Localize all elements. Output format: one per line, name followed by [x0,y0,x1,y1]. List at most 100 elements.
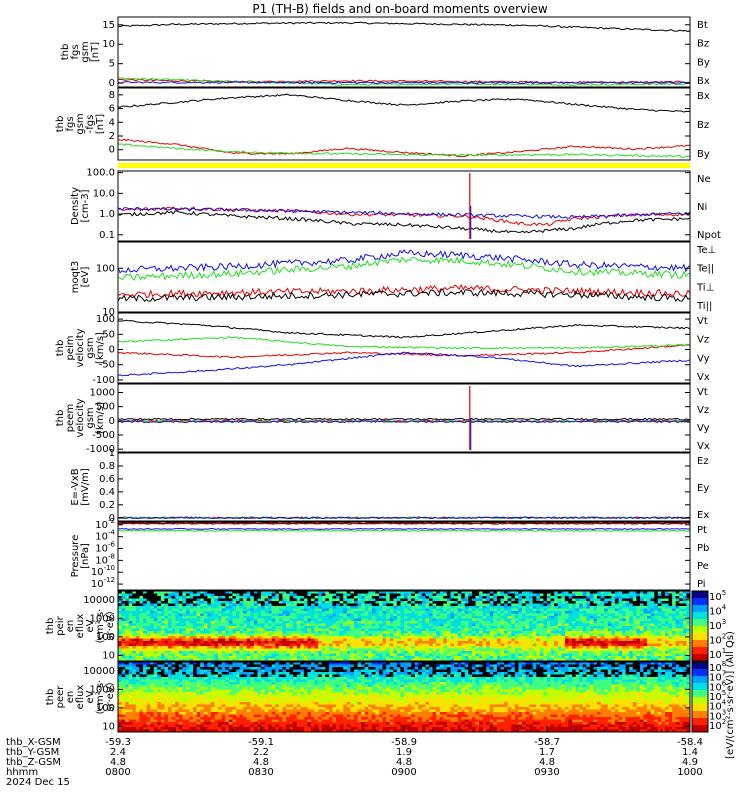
spectrogram-cell [336,611,341,614]
spectrogram-cell [221,621,226,624]
spectrogram-cell [664,628,669,632]
spectrogram-cell [482,603,487,607]
y-tick-label: 0.6 [99,474,115,485]
spectrogram-cell [575,626,580,629]
spectrogram-cell [575,646,580,649]
spectrogram-cell [639,631,644,634]
spectrogram-cell [239,653,244,657]
spectrogram-cell [614,601,619,604]
spectrogram-cell [271,623,276,627]
spectrogram-cell [393,656,398,659]
spectrogram-cell [128,658,133,662]
spectrogram-cell [647,606,652,609]
spectrogram-cell [604,628,609,632]
spectrogram-cell [218,596,223,599]
spectrogram-cell [182,658,187,662]
spectrogram-cell [668,608,673,612]
spectrogram-cell [364,643,369,647]
spectrogram-cell [346,603,351,607]
spectrogram-cell [336,658,341,662]
spectrogram-cell [132,653,137,657]
spectrogram-cell [525,596,530,599]
spectrogram-cell [160,603,165,607]
spectrogram-cell [486,638,491,642]
spectrogram-cell [436,651,441,654]
spectrogram-cell [582,616,587,619]
spectrogram-cell [150,658,155,662]
spectrogram-cell [150,643,155,647]
spectrogram-cell [164,608,169,612]
spectrogram-cell [586,628,591,632]
spectrogram-cell [529,603,534,607]
spectrogram-cell [282,658,287,662]
spectrogram-cell [132,679,137,683]
panel-frame [117,590,691,662]
spectrogram-cell [464,596,469,599]
spectrogram-cell [339,611,344,614]
spectrogram-cell [622,626,627,629]
spectrogram-cell [121,618,126,622]
spectrogram-cell [364,651,369,654]
spectrogram-cell [328,616,333,619]
spectrogram-cell [282,623,287,627]
spectrogram-cell [439,596,444,599]
spectrogram-cell [128,709,133,713]
spectrogram-cell [679,596,684,599]
spectrogram-cell [575,648,580,652]
spectrogram-cell [189,628,194,632]
spectrogram-cell [393,596,398,599]
spectrogram-cells [118,662,691,733]
spectrogram-cell [253,596,258,599]
spectrogram-cell [579,591,584,594]
spectrogram-cell [672,593,677,597]
series-line-Vy [117,336,691,350]
spectrogram-cell [207,621,212,624]
spectrogram-cell [386,631,391,634]
spectrogram-cell [185,646,190,649]
spectrogram-cell [125,611,130,614]
spectrogram-cell [171,653,176,657]
spectrogram-cell [271,653,276,657]
spectrogram-cell [521,656,526,659]
spectrogram-cell [579,631,584,634]
spectrogram-cell [118,714,122,718]
spectrogram-cell [543,598,548,602]
spectrogram-cell [214,648,219,652]
spectrogram-cell [150,598,155,602]
y-axis-label-line: peir [55,615,66,635]
spectrogram-cell [493,598,498,602]
spectrogram-cell [264,653,269,657]
spectrogram-cell [132,591,137,594]
spectrogram-cell [357,633,362,637]
spectrogram-cell [514,621,519,624]
spectrogram-cell [450,656,455,659]
spectrogram-cell [336,618,341,622]
spectrogram-cell [604,653,609,657]
spectrogram-cell [464,603,469,607]
spectrogram-cell [196,638,201,642]
spectrogram-cell [446,591,451,594]
spectrogram-cell [135,669,140,673]
spectrogram-cell [407,636,412,639]
spectrogram-cell [171,631,176,634]
spectrogram-cell [232,658,237,662]
spectrogram-cell [461,626,466,629]
spectrogram-cell [414,648,419,652]
spectrogram-cell [550,593,555,597]
spectrogram-cell [672,636,677,639]
spectrogram-cell [682,633,687,637]
spectrogram-cell [218,593,223,597]
spectrogram-cell [278,616,283,619]
spectrogram-cell [471,608,476,612]
spectrogram-cell [243,621,248,624]
spectrogram-cell [168,656,173,659]
spectrogram-cell [278,653,283,657]
spectrogram-cell [278,621,283,624]
spectrogram-cell [353,653,358,657]
legend-entry: Bz [697,120,709,131]
spectrogram-cell [357,643,362,647]
spectrogram-cell [210,616,215,619]
spectrogram-cell [128,699,133,703]
